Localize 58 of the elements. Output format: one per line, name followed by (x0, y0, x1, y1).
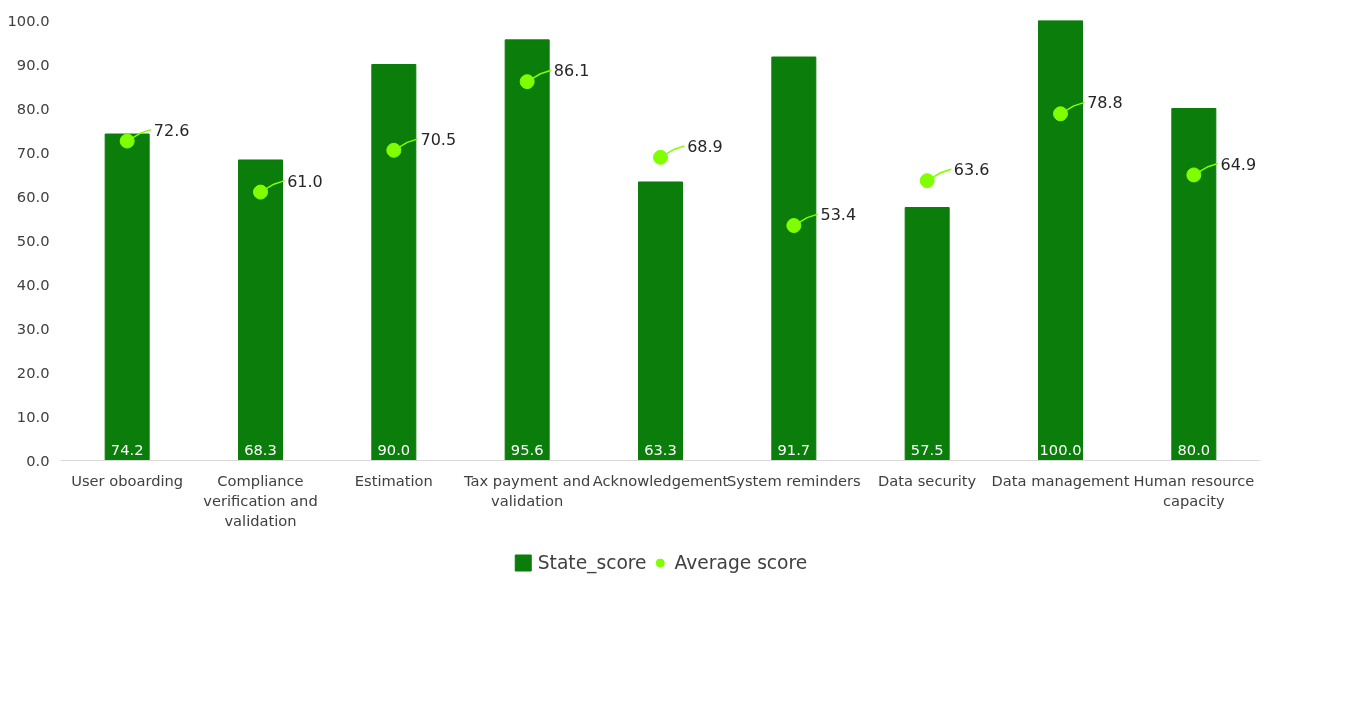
x-tick-label: Data management (991, 471, 1130, 489)
x-tick-label: Tax payment and validation (462, 471, 591, 509)
data-label: 86.1 (553, 61, 590, 81)
point (119, 133, 135, 149)
y-tick-label: 90.0 (16, 55, 50, 73)
data-label: 68.9 (687, 136, 723, 156)
data-label: 80.0 (1177, 440, 1211, 458)
point (386, 142, 402, 158)
x-tick-label: Human resource capacity (1133, 471, 1255, 509)
data-label: 95.6 (510, 440, 544, 458)
point (1186, 167, 1202, 183)
bar (771, 56, 817, 461)
bar (904, 207, 950, 461)
y-tick-label: 0.0 (26, 451, 50, 469)
bar (104, 133, 150, 461)
data-label: 91.7 (777, 440, 811, 458)
point (253, 184, 268, 200)
x-tick-label: Data security (878, 471, 977, 489)
x-tick-label: User oboarding (71, 471, 184, 489)
data-label: 90.0 (377, 440, 411, 458)
bar (1171, 108, 1217, 461)
legend-label: Average score (674, 551, 808, 573)
data-label: 74.2 (110, 440, 144, 458)
bar (504, 39, 550, 461)
data-label: 63.6 (953, 160, 990, 180)
data-label: 78.8 (1087, 93, 1123, 113)
legend-label: State_score (537, 551, 647, 573)
point (653, 149, 668, 165)
point (1053, 106, 1068, 122)
x-tick-label: Estimation (354, 471, 433, 489)
data-label: 100.0 (1039, 440, 1082, 458)
bar (1038, 20, 1083, 461)
data-label: 63.3 (644, 440, 677, 458)
y-tick-label: 20.0 (16, 363, 50, 381)
data-label: 72.6 (153, 120, 190, 140)
bar (638, 181, 683, 461)
y-tick-label: 50.0 (16, 231, 50, 249)
bar (371, 64, 417, 461)
y-tick-label: 60.0 (16, 187, 50, 205)
x-tick-label: Compliance verification and validation (203, 471, 318, 530)
y-tick-label: 10.0 (16, 407, 50, 425)
y-tick-label: 100.0 (7, 11, 50, 29)
data-label: 61.0 (287, 171, 323, 191)
point (919, 173, 935, 189)
point (786, 218, 802, 234)
data-label: 70.5 (420, 129, 457, 149)
x-tick-label: Acknowledgement (592, 471, 729, 489)
data-label: 68.3 (244, 440, 277, 458)
x-tick-label: System reminders (727, 471, 861, 489)
data-label: 57.5 (910, 440, 944, 458)
point (519, 74, 535, 90)
data-label: 64.9 (1220, 154, 1257, 174)
data-label: 53.4 (820, 205, 857, 225)
y-tick-label: 40.0 (16, 275, 50, 293)
bar (238, 159, 283, 461)
y-tick-label: 70.0 (16, 143, 50, 161)
y-tick-label: 30.0 (16, 319, 50, 337)
y-tick-label: 80.0 (16, 99, 50, 117)
